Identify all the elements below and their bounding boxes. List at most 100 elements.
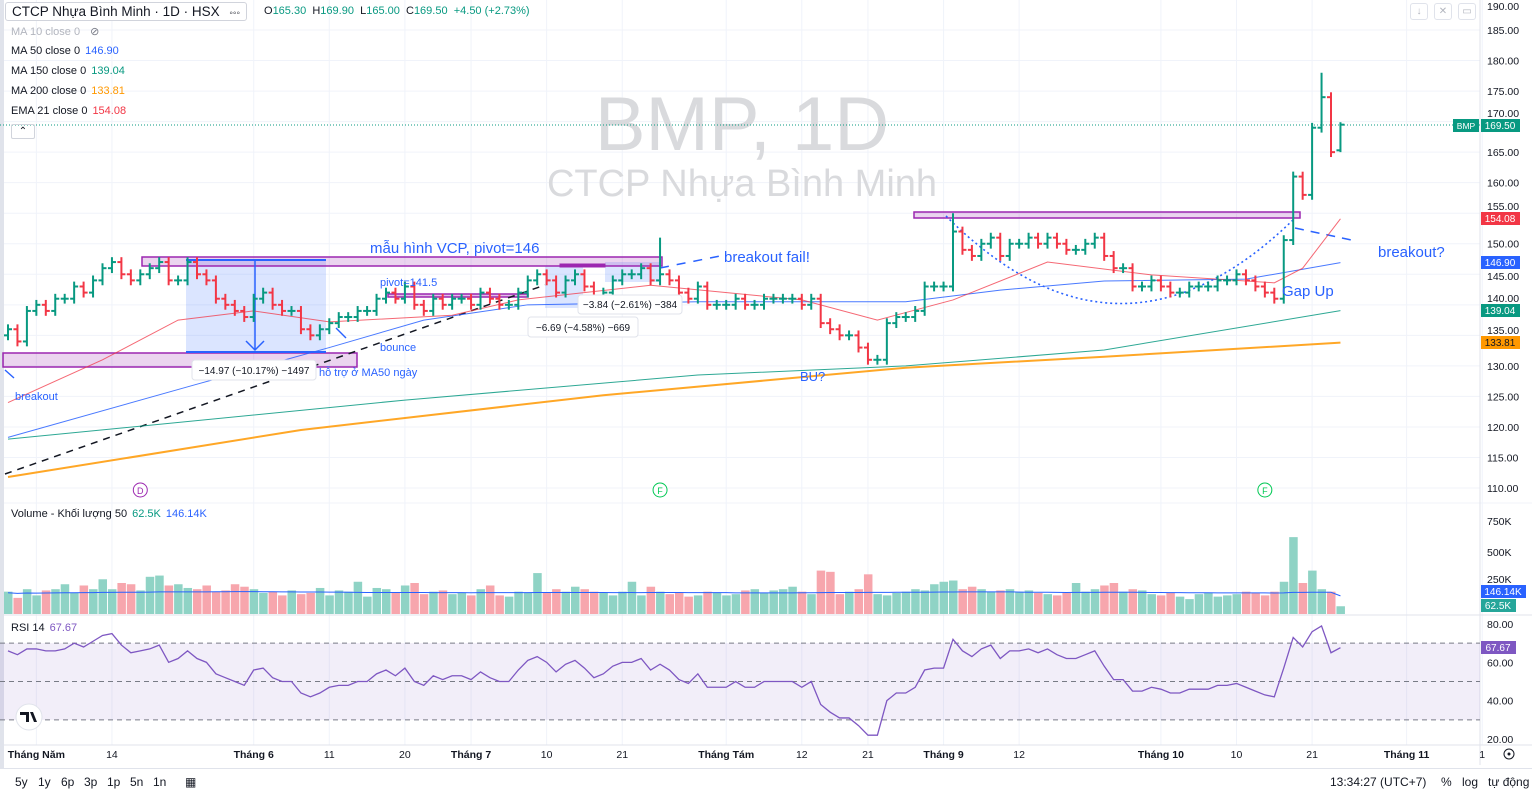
price-bar <box>533 269 542 286</box>
price-bar <box>731 293 740 310</box>
annotation-breakout[interactable]: breakout <box>15 391 58 403</box>
event-marker[interactable] <box>132 482 148 498</box>
range-1p[interactable]: 1p <box>107 775 121 789</box>
indicator-ma-50[interactable]: MA 50 close 0 146.90 <box>11 45 124 57</box>
price-bar <box>712 299 721 310</box>
price-bar <box>60 293 69 304</box>
pivot-zone[interactable] <box>387 293 529 298</box>
range-5n[interactable]: 5n <box>130 775 144 789</box>
volume-bar <box>788 586 797 614</box>
watermark-name: CTCP Nhựa Bình Minh <box>547 163 937 205</box>
measure-label-box-2 <box>527 316 639 338</box>
indicator-ma-150[interactable]: MA 150 close 0 139.04 <box>11 65 130 77</box>
dots-icon[interactable]: ◦◦◦ <box>229 8 241 19</box>
settings-icon[interactable] <box>1503 748 1515 760</box>
annotation-breakout-question[interactable]: breakout? <box>1378 244 1445 261</box>
annotation-bu[interactable]: BU? <box>800 369 825 384</box>
pivot-zone-2[interactable] <box>559 263 606 268</box>
volume-bar <box>656 591 665 614</box>
calendar-icon[interactable]: ▦ <box>185 775 197 789</box>
annotation-breakout-fail[interactable]: breakout fail! <box>724 249 810 266</box>
price-bar <box>79 281 88 298</box>
event-marker[interactable] <box>1257 482 1273 498</box>
price-bar <box>1090 232 1099 249</box>
price-bar <box>4 324 12 341</box>
indicator-ma-200[interactable]: MA 200 close 0 133.81 <box>11 85 130 97</box>
range-6p[interactable]: 6p <box>61 775 75 789</box>
event-marker[interactable] <box>652 482 668 498</box>
collapse-icon[interactable]: ✕ <box>1434 3 1452 20</box>
price-bar <box>788 293 797 304</box>
tradingview-logo[interactable] <box>15 703 43 731</box>
volume-bar <box>1289 537 1298 614</box>
price-bar <box>126 269 135 286</box>
symbol-badge-text: BMP <box>1457 121 1476 131</box>
breakout-fail-line[interactable] <box>659 255 721 269</box>
annotation-pivot[interactable]: pivot=141.5 <box>380 277 437 289</box>
volume-bar <box>448 594 457 614</box>
indicator-ema-21[interactable]: EMA 21 close 0 154.08 <box>11 105 131 117</box>
volume-bar <box>155 575 164 614</box>
volume-bar <box>164 585 174 614</box>
percent-toggle[interactable]: % <box>1441 775 1452 789</box>
rsi-legend[interactable]: RSI 14 67.67 <box>11 622 82 634</box>
volume-bar <box>1090 589 1100 614</box>
resistance-zone-vcp[interactable] <box>141 256 663 267</box>
price-bar <box>1015 238 1024 249</box>
symbol-title[interactable]: CTCP Nhựa Bình Minh · 1D · HSX ◦◦◦ <box>5 2 248 21</box>
volume-bar <box>117 583 126 614</box>
ma150-badge-text: 139.04 <box>1485 306 1516 317</box>
volume-bar <box>51 589 60 614</box>
annotation-bounce[interactable]: bounce <box>380 342 416 354</box>
volume-bar <box>967 586 977 614</box>
indicator-ma-10[interactable]: MA 10 close 0 ⊘ <box>11 25 104 38</box>
price-tick-label: 185.00 <box>1487 25 1519 37</box>
collapse-legend-button[interactable]: ⌃ <box>11 124 35 139</box>
annotation-support[interactable]: hỗ trợ ở MA50 ngày <box>319 366 418 379</box>
volume-bar <box>627 581 637 614</box>
ema21-badge <box>1481 212 1520 225</box>
drawings-layer[interactable] <box>2 211 1357 475</box>
cup-curve[interactable] <box>945 215 1296 305</box>
volume-legend[interactable]: Volume - Khối lượng 50 62.5K 146.14K <box>11 508 212 520</box>
measure-zone-1[interactable] <box>186 259 326 352</box>
clock-readout[interactable]: 13:34:27 (UTC+7) <box>1330 775 1427 789</box>
volume-bar <box>873 594 882 614</box>
vol-ma-badge-text: 146.14K <box>1484 587 1522 598</box>
breakout-question-line[interactable] <box>1294 227 1357 242</box>
price-bar <box>410 281 419 310</box>
annotation-gap-up[interactable]: Gap Up <box>1282 283 1334 300</box>
price-bar <box>1194 281 1203 292</box>
measure-zone-2[interactable] <box>545 266 583 308</box>
volume-bar <box>249 589 259 614</box>
auto-toggle[interactable]: tự động <box>1488 775 1530 789</box>
annotation-vcp[interactable]: mẫu hình VCP, pivot=146 <box>370 240 539 257</box>
volume-bar <box>202 585 211 614</box>
price-bar <box>89 275 98 298</box>
volume-bar <box>145 576 155 614</box>
volume-bar <box>126 584 136 614</box>
range-3p[interactable]: 3p <box>84 775 98 789</box>
resistance-zone-base[interactable] <box>913 211 1301 219</box>
range-5y[interactable]: 5y <box>15 775 28 789</box>
price-bar <box>1156 275 1165 292</box>
log-toggle[interactable]: log <box>1462 775 1479 789</box>
price-bar <box>1119 263 1128 274</box>
eye-off-icon[interactable]: ⊘ <box>90 26 100 38</box>
range-1y[interactable]: 1y <box>38 775 51 789</box>
price-bar <box>1081 238 1090 255</box>
maximize-icon[interactable]: ▭ <box>1458 3 1476 20</box>
volume-bar <box>712 592 722 614</box>
time-axis[interactable]: Tháng Năm 14 Tháng 6 11 20 Tháng 7 10 21 Tháng T… <box>8 749 1486 761</box>
ma50-badge <box>1481 256 1520 269</box>
range-1n[interactable]: 1n <box>153 775 167 789</box>
volume-bar <box>296 594 306 614</box>
arrow-down-icon[interactable]: ↓ <box>1410 3 1428 20</box>
volume-bar <box>599 592 608 614</box>
price-axis[interactable]: 110.00 115.00 120.00 125.00 130.00 135.00 140.… <box>1487 1 1519 746</box>
price-bar <box>1241 269 1250 286</box>
volume-bar <box>353 581 363 614</box>
indicator-value: 139.04 <box>91 65 125 77</box>
